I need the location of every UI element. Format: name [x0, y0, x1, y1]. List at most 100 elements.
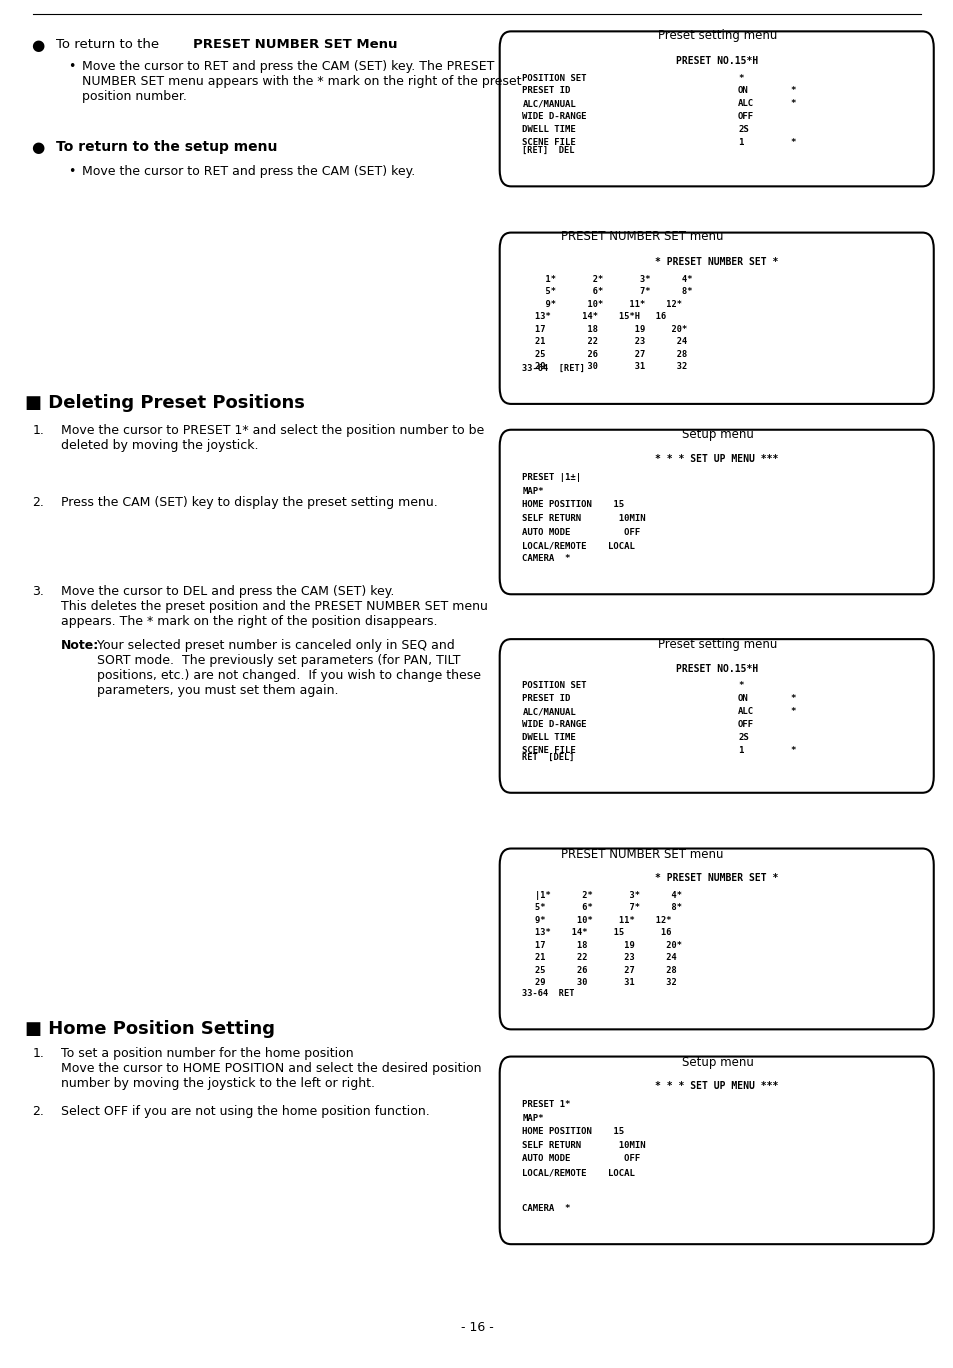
Text: ■ Home Position Setting: ■ Home Position Setting [25, 1019, 274, 1038]
Text: •: • [69, 60, 76, 73]
Text: DWELL TIME: DWELL TIME [522, 733, 576, 741]
Text: Press the CAM (SET) key to display the preset setting menu.: Press the CAM (SET) key to display the p… [61, 497, 437, 509]
Text: PRESET 1*: PRESET 1* [522, 1100, 570, 1109]
Text: Select OFF if you are not using the home position function.: Select OFF if you are not using the home… [61, 1105, 429, 1119]
Text: 9*      10*     11*    12*: 9* 10* 11* 12* [534, 300, 681, 309]
Text: To return to the: To return to the [56, 38, 163, 51]
Text: ON: ON [738, 86, 748, 96]
Text: 1.: 1. [32, 424, 45, 438]
Text: 1: 1 [738, 138, 742, 148]
Text: 17        18       19     20*: 17 18 19 20* [534, 324, 686, 334]
Text: *: * [789, 694, 795, 703]
FancyBboxPatch shape [499, 639, 933, 793]
Text: 3.: 3. [32, 584, 45, 598]
Text: Preset setting menu: Preset setting menu [658, 639, 777, 651]
Text: PRESET NUMBER SET Menu: PRESET NUMBER SET Menu [193, 38, 397, 51]
Text: 29      30       31      32: 29 30 31 32 [534, 978, 676, 988]
Text: PRESET NO.15*H: PRESET NO.15*H [675, 56, 757, 66]
Text: 13*    14*     15       16: 13* 14* 15 16 [534, 929, 671, 937]
Text: 13*      14*    15*H   16: 13* 14* 15*H 16 [534, 312, 665, 321]
Text: *: * [789, 138, 795, 148]
Text: PRESET ID: PRESET ID [522, 86, 570, 96]
Text: 2.: 2. [32, 1105, 45, 1119]
Text: * PRESET NUMBER SET *: * PRESET NUMBER SET * [655, 257, 778, 267]
Text: PRESET |1±|: PRESET |1±| [522, 473, 581, 483]
Text: ■ Deleting Preset Positions: ■ Deleting Preset Positions [25, 394, 305, 412]
Text: To set a position number for the home position
Move the cursor to HOME POSITION : To set a position number for the home po… [61, 1047, 481, 1090]
Text: 2S: 2S [738, 733, 748, 741]
Text: *: * [789, 100, 795, 108]
FancyBboxPatch shape [499, 31, 933, 186]
Text: MAP*: MAP* [522, 1114, 543, 1123]
Text: Move the cursor to RET and press the CAM (SET) key.: Move the cursor to RET and press the CAM… [82, 164, 415, 178]
Text: 5*       6*       7*      8*: 5* 6* 7* 8* [534, 903, 681, 912]
Text: ON: ON [738, 694, 748, 703]
Text: AUTO MODE          OFF: AUTO MODE OFF [522, 1155, 640, 1163]
Text: PRESET NO.15*H: PRESET NO.15*H [675, 663, 757, 673]
Text: 1: 1 [738, 746, 742, 755]
Text: MAP*: MAP* [522, 487, 543, 495]
Text: DWELL TIME: DWELL TIME [522, 126, 576, 134]
Text: Note:: Note: [61, 639, 99, 653]
Text: PRESET NUMBER SET menu: PRESET NUMBER SET menu [560, 848, 723, 860]
Text: * * * SET UP MENU ***: * * * SET UP MENU *** [655, 454, 778, 464]
Text: 33-64  [RET]: 33-64 [RET] [522, 364, 585, 372]
Text: Your selected preset number is canceled only in SEQ and
SORT mode.  The previous: Your selected preset number is canceled … [97, 639, 480, 698]
Text: *: * [738, 681, 742, 691]
FancyBboxPatch shape [499, 1056, 933, 1244]
Text: LOCAL/REMOTE    LOCAL: LOCAL/REMOTE LOCAL [522, 542, 635, 550]
Text: ALC: ALC [738, 100, 753, 108]
Text: *: * [789, 746, 795, 755]
Text: Preset setting menu: Preset setting menu [658, 29, 777, 42]
Text: HOME POSITION    15: HOME POSITION 15 [522, 1127, 624, 1137]
Text: To return to the setup menu: To return to the setup menu [56, 140, 277, 155]
Text: PRESET NUMBER SET menu: PRESET NUMBER SET menu [560, 230, 723, 244]
Text: WIDE D-RANGE: WIDE D-RANGE [522, 720, 586, 729]
Text: 33-64  RET: 33-64 RET [522, 989, 575, 999]
Text: 25      26       27      28: 25 26 27 28 [534, 966, 676, 975]
Text: [RET]  DEL: [RET] DEL [522, 146, 575, 155]
Text: Setup menu: Setup menu [681, 1056, 753, 1068]
Text: Move the cursor to PRESET 1* and select the position number to be
deleted by mov: Move the cursor to PRESET 1* and select … [61, 424, 484, 453]
Text: 17      18       19      20*: 17 18 19 20* [534, 941, 681, 949]
FancyBboxPatch shape [499, 430, 933, 594]
Text: POSITION SET: POSITION SET [522, 74, 586, 82]
FancyBboxPatch shape [499, 233, 933, 404]
Text: Move the cursor to DEL and press the CAM (SET) key.
This deletes the preset posi: Move the cursor to DEL and press the CAM… [61, 584, 487, 628]
Text: 1.: 1. [32, 1047, 45, 1060]
Text: Setup menu: Setup menu [681, 428, 753, 440]
Text: SELF RETURN       10MIN: SELF RETURN 10MIN [522, 514, 645, 523]
Text: 21        22       23      24: 21 22 23 24 [534, 338, 686, 346]
Text: POSITION SET: POSITION SET [522, 681, 586, 691]
Text: CAMERA  *: CAMERA * [522, 554, 570, 564]
Text: *: * [738, 74, 742, 82]
Text: PRESET ID: PRESET ID [522, 694, 570, 703]
Text: HOME POSITION    15: HOME POSITION 15 [522, 501, 624, 509]
Text: * * * SET UP MENU ***: * * * SET UP MENU *** [655, 1081, 778, 1092]
Text: |1*      2*       3*      4*: |1* 2* 3* 4* [534, 891, 681, 900]
Text: RET  [DEL]: RET [DEL] [522, 752, 575, 762]
Text: 2.: 2. [32, 497, 45, 509]
Text: 5*       6*       7*      8*: 5* 6* 7* 8* [534, 287, 692, 297]
Text: 1*       2*       3*      4*: 1* 2* 3* 4* [534, 275, 692, 283]
Text: ●: ● [30, 38, 44, 53]
Text: 25        26       27      28: 25 26 27 28 [534, 350, 686, 358]
Text: OFF: OFF [738, 720, 753, 729]
Text: ALC/MANUAL: ALC/MANUAL [522, 100, 576, 108]
Text: 9*      10*     11*    12*: 9* 10* 11* 12* [534, 915, 671, 925]
Text: OFF: OFF [738, 112, 753, 122]
Text: 29        30       31      32: 29 30 31 32 [534, 363, 686, 371]
Text: SCENE FILE: SCENE FILE [522, 746, 576, 755]
Text: - 16 -: - 16 - [460, 1321, 493, 1334]
Text: CAMERA  *: CAMERA * [522, 1204, 570, 1213]
Text: 2S: 2S [738, 126, 748, 134]
Text: 21      22       23      24: 21 22 23 24 [534, 953, 676, 962]
Text: SCENE FILE: SCENE FILE [522, 138, 576, 148]
Text: ALC: ALC [738, 707, 753, 715]
Text: AUTO MODE          OFF: AUTO MODE OFF [522, 528, 640, 536]
Text: WIDE D-RANGE: WIDE D-RANGE [522, 112, 586, 122]
Text: *: * [789, 707, 795, 715]
Text: LOCAL/REMOTE    LOCAL: LOCAL/REMOTE LOCAL [522, 1168, 635, 1176]
Text: ALC/MANUAL: ALC/MANUAL [522, 707, 576, 715]
Text: * PRESET NUMBER SET *: * PRESET NUMBER SET * [655, 873, 778, 882]
